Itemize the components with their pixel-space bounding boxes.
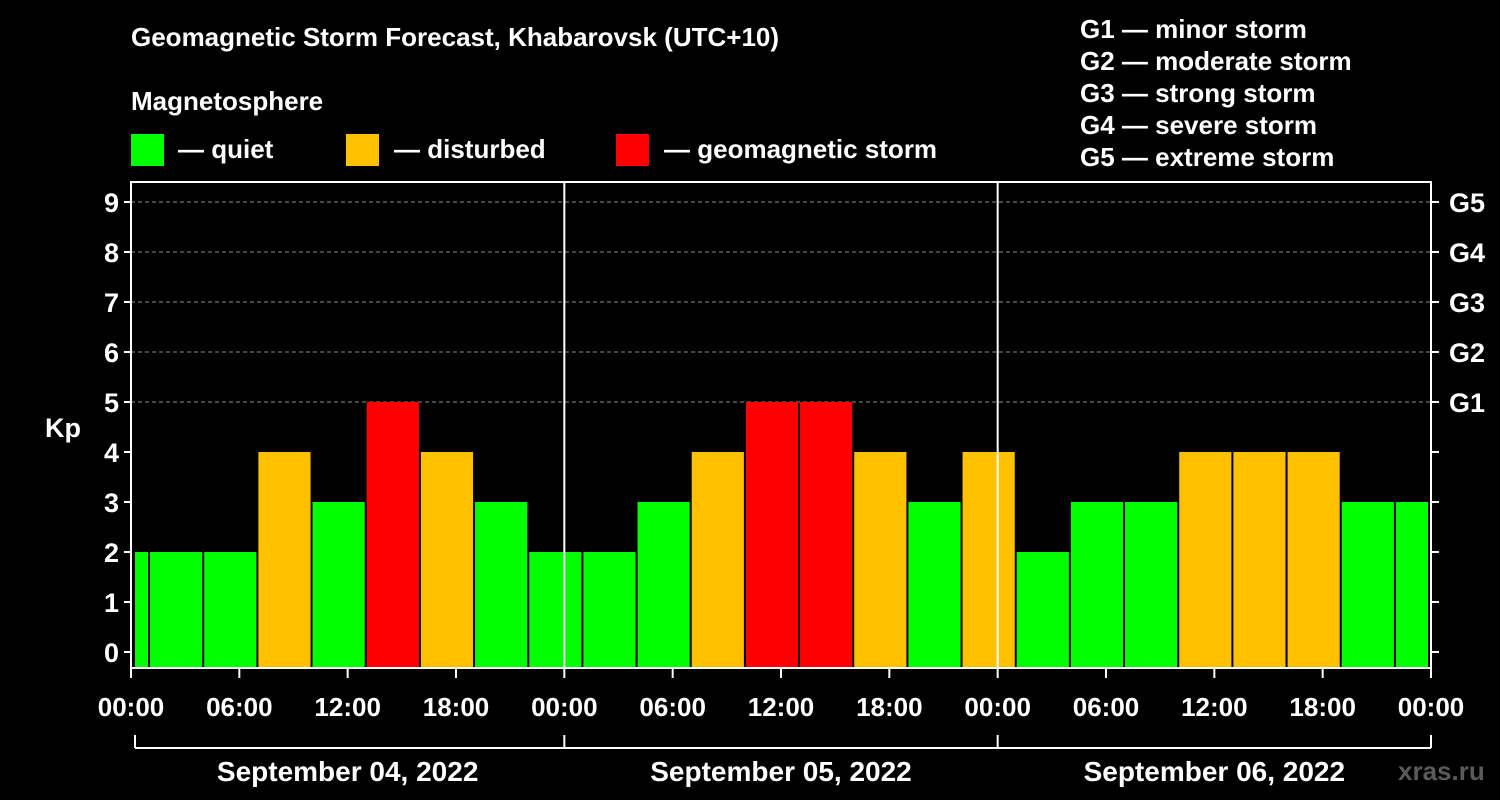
kp-bar-quiet [475, 502, 528, 668]
kp-bar-quiet [135, 552, 149, 668]
x-tick-label: 12:00 [314, 692, 381, 722]
x-tick-label: 18:00 [423, 692, 490, 722]
y-tick-label: 4 [104, 438, 119, 468]
magnetosphere-label: Magnetosphere [131, 86, 324, 116]
legend-label-disturbed: — disturbed [394, 134, 546, 164]
y-tick-label: 9 [104, 188, 119, 218]
kp-bar-quiet [583, 552, 636, 668]
kp-bar-disturbed [1287, 452, 1340, 668]
kp-bar-disturbed [420, 452, 474, 668]
storm-scale-g1: G1 — minor storm [1080, 14, 1307, 44]
kp-bar-storm [800, 402, 853, 668]
storm-scale-g2: G2 — moderate storm [1080, 46, 1352, 76]
kp-bar-storm [745, 402, 799, 668]
kp-bar-quiet [908, 502, 961, 668]
kp-bar-quiet [1125, 502, 1178, 668]
y-tick-label: 3 [104, 488, 119, 518]
day-label: September 06, 2022 [1084, 756, 1346, 787]
y-tick-label: 6 [104, 338, 119, 368]
x-tick-label: 00:00 [964, 692, 1031, 722]
day-label: September 05, 2022 [650, 756, 912, 787]
storm-scale-g4: G4 — severe storm [1080, 110, 1318, 140]
x-tick-label: 06:00 [1073, 692, 1140, 722]
kp-bar-quiet [1341, 502, 1394, 668]
y-axis-label: Kp [45, 413, 81, 443]
kp-bar-disturbed [1233, 452, 1286, 668]
kp-bar-disturbed [258, 452, 311, 668]
x-tick-label: 06:00 [206, 692, 273, 722]
chart-title: Geomagnetic Storm Forecast, Khabarovsk (… [131, 22, 780, 52]
kp-bar-quiet [1016, 552, 1069, 668]
x-tick-label: 00:00 [531, 692, 598, 722]
kp-bar-disturbed [1179, 452, 1232, 668]
y-tick-label: 7 [104, 288, 119, 318]
x-tick-label: 06:00 [639, 692, 706, 722]
x-tick-label: 00:00 [98, 692, 165, 722]
kp-bar-quiet [150, 552, 203, 668]
kp-bar-storm [366, 402, 419, 668]
y-tick-label: 0 [104, 638, 119, 668]
g-scale-label: G5 [1449, 188, 1485, 218]
legend-label-quiet: — quiet [178, 134, 274, 164]
watermark: xras.ru [1398, 756, 1485, 786]
kp-bar-quiet [1395, 502, 1428, 668]
legend-swatch-disturbed [346, 134, 379, 166]
legend-swatch-storm [616, 134, 649, 166]
x-tick-label: 18:00 [1289, 692, 1356, 722]
storm-scale-g5: G5 — extreme storm [1080, 142, 1335, 172]
y-tick-label: 5 [104, 388, 119, 418]
g-scale-label: G2 [1449, 338, 1485, 368]
y-tick-label: 2 [104, 538, 119, 568]
y-tick-label: 8 [104, 238, 119, 268]
kp-bar-quiet [1070, 502, 1124, 668]
kp-bar-disturbed [962, 452, 1015, 668]
x-tick-label: 12:00 [1181, 692, 1248, 722]
y-tick-label: 1 [104, 588, 119, 618]
kp-bar-quiet [637, 502, 690, 668]
x-tick-label: 12:00 [748, 692, 815, 722]
day-label: September 04, 2022 [217, 756, 479, 787]
kp-bar-disturbed [691, 452, 744, 668]
g-scale-label: G3 [1449, 288, 1485, 318]
kp-bar-quiet [312, 502, 365, 668]
kp-bar-quiet [529, 552, 582, 668]
legend-swatch-quiet [131, 134, 164, 166]
storm-scale-g3: G3 — strong storm [1080, 78, 1316, 108]
kp-bar-disturbed [854, 452, 907, 668]
x-tick-label: 00:00 [1398, 692, 1465, 722]
x-tick-label: 18:00 [856, 692, 923, 722]
legend-label-storm: — geomagnetic storm [664, 134, 938, 164]
kp-bar-quiet [204, 552, 257, 668]
g-scale-label: G1 [1449, 388, 1485, 418]
g-scale-label: G4 [1449, 238, 1485, 268]
